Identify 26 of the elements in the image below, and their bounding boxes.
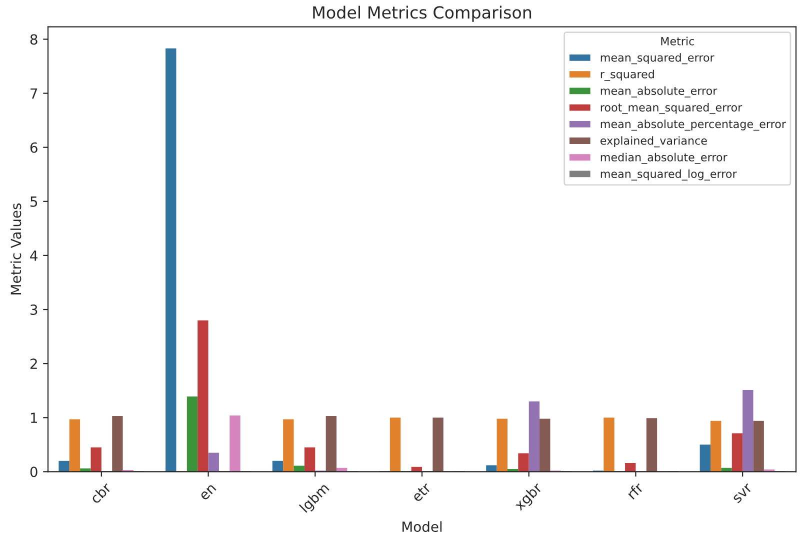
x-axis-title: Model: [402, 521, 442, 532]
y-tick-label: 4: [30, 250, 38, 261]
x-tick-label: en: [200, 484, 216, 501]
y-axis-title: Metric Values: [10, 203, 22, 294]
chart-title: Model Metrics Comparison: [313, 6, 532, 22]
legend-label: root_mean_squared_error: [600, 102, 742, 114]
y-tick-label: 3: [30, 304, 38, 315]
legend-label: median_absolute_error: [600, 152, 728, 164]
legend-label: mean_squared_error: [600, 53, 714, 64]
legend-label: r_squared: [600, 70, 654, 81]
y-tick-label: 5: [30, 196, 38, 207]
y-tick-label: 8: [30, 34, 38, 45]
x-tick-label: cbr: [89, 481, 112, 504]
legend-title: Metric: [661, 36, 694, 46]
y-tick-label: 1: [30, 412, 37, 423]
legend-label: mean_absolute_error: [600, 86, 718, 98]
legend-label: mean_absolute_percentage_error: [600, 120, 786, 131]
x-tick-label: svr: [732, 483, 753, 504]
x-tick-label: etr: [411, 482, 432, 502]
y-tick-label: 2: [30, 358, 37, 369]
legend-label: explained_variance: [600, 136, 707, 148]
y-tick-label: 6: [30, 142, 38, 153]
y-tick-label: 0: [30, 466, 38, 478]
legend-label: mean_squared_log_error: [600, 169, 737, 180]
x-tick-label: rfr: [626, 481, 644, 500]
y-tick-label: 7: [30, 88, 38, 99]
